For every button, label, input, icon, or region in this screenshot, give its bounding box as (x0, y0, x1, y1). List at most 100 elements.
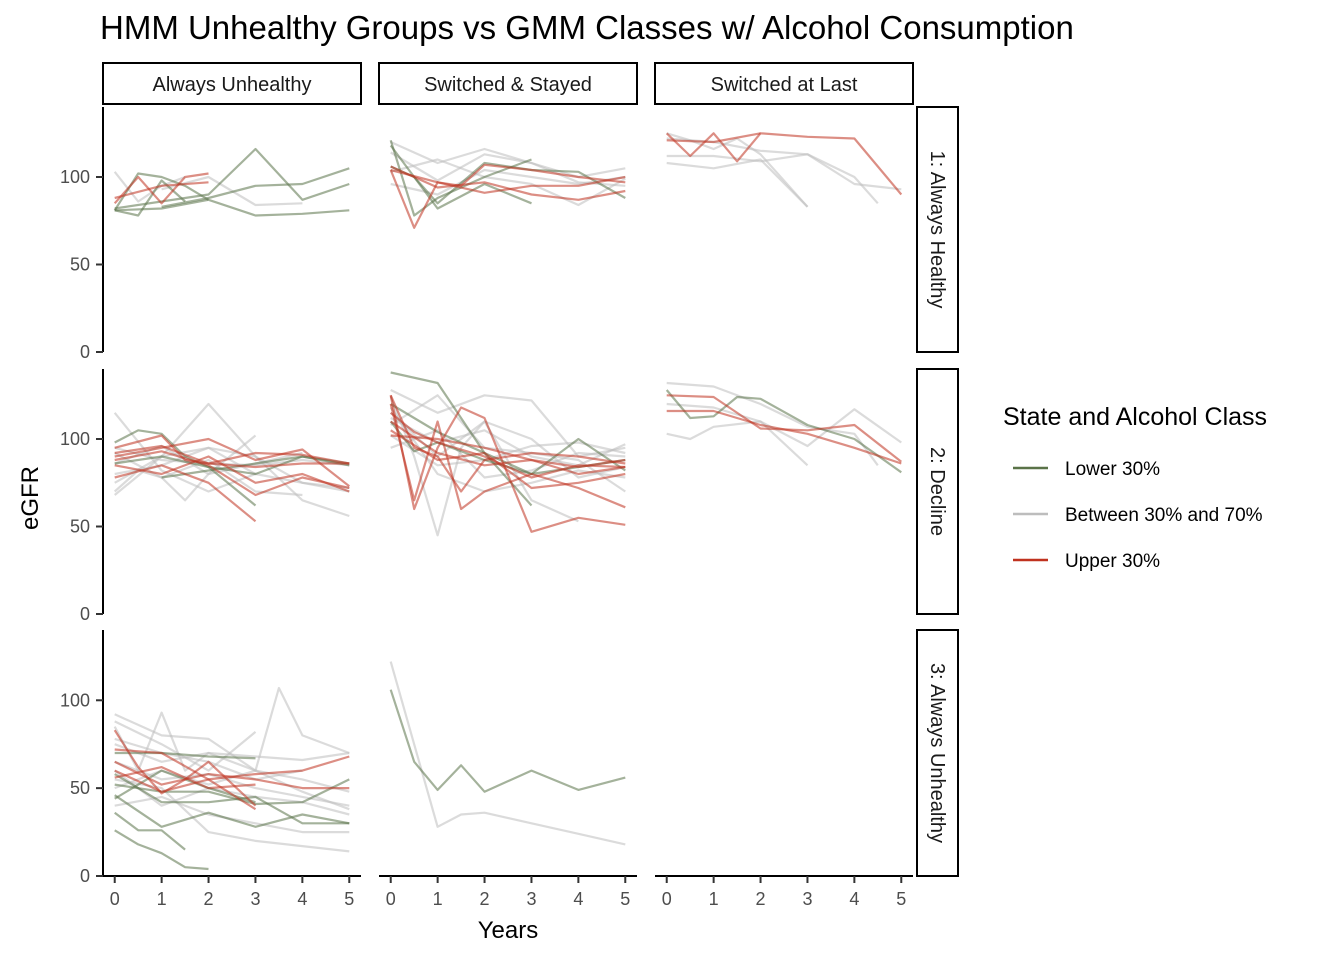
strip-row-label: 1: Always Healthy (926, 151, 948, 309)
x-tick-label: 1 (157, 889, 167, 909)
legend: State and Alcohol Class Lower 30% Between… (1003, 403, 1267, 572)
series-line (161, 455, 350, 479)
series-line (389, 395, 626, 533)
series-line (114, 147, 350, 210)
series-line (666, 153, 879, 205)
x-axis-title: Years (478, 917, 539, 944)
legend-label: Upper 30% (1065, 551, 1160, 572)
x-tick-label: 3 (802, 889, 812, 909)
y-tick-label: 100 (60, 429, 90, 449)
x-tick-label: 5 (620, 889, 630, 909)
y-tick-label: 100 (60, 690, 90, 710)
y-axis-title: eGFR (17, 466, 44, 530)
strip-column-label: Switched at Last (711, 74, 858, 96)
series-line (390, 389, 626, 458)
x-tick-label: 2 (204, 889, 214, 909)
series-line (389, 689, 626, 793)
y-tick-label: 0 (80, 342, 90, 362)
series-line (390, 411, 626, 479)
x-tick-label: 2 (480, 889, 490, 909)
x-tick-label: 4 (297, 889, 307, 909)
series-line (114, 181, 209, 200)
series-line (666, 409, 902, 465)
strip-column-box (378, 62, 638, 105)
series-line (390, 371, 533, 507)
series-line (389, 661, 626, 846)
x-tick-label: 5 (344, 889, 354, 909)
y-tick-label: 0 (80, 604, 90, 624)
series-line (390, 429, 626, 490)
x-tick-label: 2 (756, 889, 766, 909)
chart-title: HMM Unhealthy Groups vs GMM Classes w/ A… (100, 9, 1074, 46)
strip-row-box (916, 629, 959, 877)
strip-column-box (102, 62, 362, 105)
series-line (113, 172, 210, 211)
series-line (665, 132, 903, 196)
legend-label: Lower 30% (1065, 459, 1160, 480)
series-line (666, 158, 809, 208)
series-line (390, 420, 626, 476)
strip-column-box (654, 62, 914, 105)
series-line (389, 396, 579, 537)
series-line (389, 163, 626, 229)
series-line (666, 402, 809, 467)
series-line (666, 132, 809, 208)
series-line (114, 402, 350, 518)
strip-row-label: 3: Always Unhealthy (926, 663, 948, 843)
series-line (666, 132, 761, 144)
series-line (113, 729, 257, 807)
y-tick-label: 0 (80, 866, 90, 886)
series-line (114, 455, 350, 493)
series-line (114, 751, 256, 760)
y-tick-label: 50 (70, 778, 90, 798)
x-tick-label: 1 (709, 889, 719, 909)
series-line (389, 406, 626, 493)
series-line (389, 403, 626, 511)
series-line (114, 795, 350, 834)
x-tick-label: 0 (386, 889, 396, 909)
series-line (114, 198, 350, 217)
series-line (665, 389, 902, 474)
series-line (114, 434, 350, 469)
series-line (114, 760, 350, 790)
series-line (390, 158, 626, 207)
series-line (114, 773, 350, 825)
series-line (161, 167, 350, 208)
x-tick-label: 4 (573, 889, 583, 909)
x-tick-label: 4 (849, 889, 859, 909)
series-line (114, 743, 350, 763)
series-line (390, 168, 626, 194)
series-line (114, 450, 350, 497)
strip-column-label: Switched & Stayed (424, 74, 592, 96)
series-line (114, 444, 350, 465)
strip-row-box (916, 106, 959, 353)
series-line (390, 434, 626, 469)
series-line (389, 394, 626, 493)
series-line (114, 444, 303, 476)
series-line (114, 778, 350, 806)
x-tick-label: 3 (526, 889, 536, 909)
strip-row-label: 2: Decline (926, 447, 948, 536)
series-line (114, 794, 350, 828)
series-line (114, 720, 257, 772)
x-tick-label: 0 (662, 889, 672, 909)
series-line (114, 769, 257, 811)
series-line (389, 139, 532, 217)
x-tick-label: 0 (110, 889, 120, 909)
x-tick-label: 3 (250, 889, 260, 909)
facet-panels: Always Unhealthy Switched & Stayed Switche… (60, 62, 959, 909)
y-tick-label: 50 (70, 517, 90, 537)
series-line (666, 381, 879, 466)
legend-label: Between 30% and 70% (1065, 505, 1263, 526)
strip-column-label: Always Unhealthy (153, 74, 312, 96)
series-line (114, 778, 350, 853)
series-line (114, 829, 209, 871)
x-tick-label: 5 (896, 889, 906, 909)
y-tick-label: 50 (70, 255, 90, 275)
series-line (114, 446, 257, 496)
series-line (114, 464, 257, 523)
series-line (390, 168, 626, 196)
series-line (114, 811, 186, 851)
y-tick-label: 100 (60, 167, 90, 187)
